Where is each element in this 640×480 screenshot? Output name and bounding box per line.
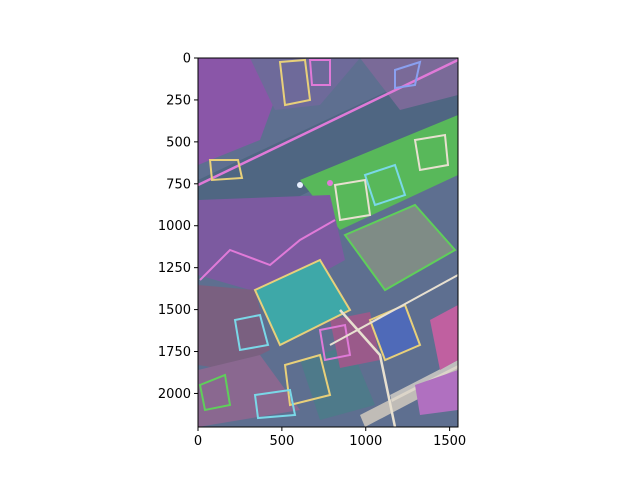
y-tick-label: 1750	[158, 345, 191, 360]
y-tick-label: 2000	[158, 387, 191, 402]
y-tick-label: 0	[183, 52, 191, 67]
y-axis: 0 250 500 750 1000 1250 1500 1750 2000	[158, 52, 198, 402]
y-tick-label: 500	[166, 135, 191, 150]
x-tick-label: 0	[194, 434, 202, 449]
x-tick-label: 1000	[349, 434, 382, 449]
y-tick-label: 750	[166, 177, 191, 192]
y-tick-label: 1000	[158, 219, 191, 234]
y-tick-label: 1250	[158, 261, 191, 276]
y-tick-label: 250	[166, 93, 191, 108]
x-axis: 0 500 1000 1500	[194, 427, 466, 449]
x-tick-label: 500	[269, 434, 294, 449]
x-tick-label: 1500	[433, 434, 466, 449]
y-tick-label: 1500	[158, 303, 191, 318]
axes-frame	[197, 57, 459, 428]
aerial-image	[198, 58, 458, 427]
